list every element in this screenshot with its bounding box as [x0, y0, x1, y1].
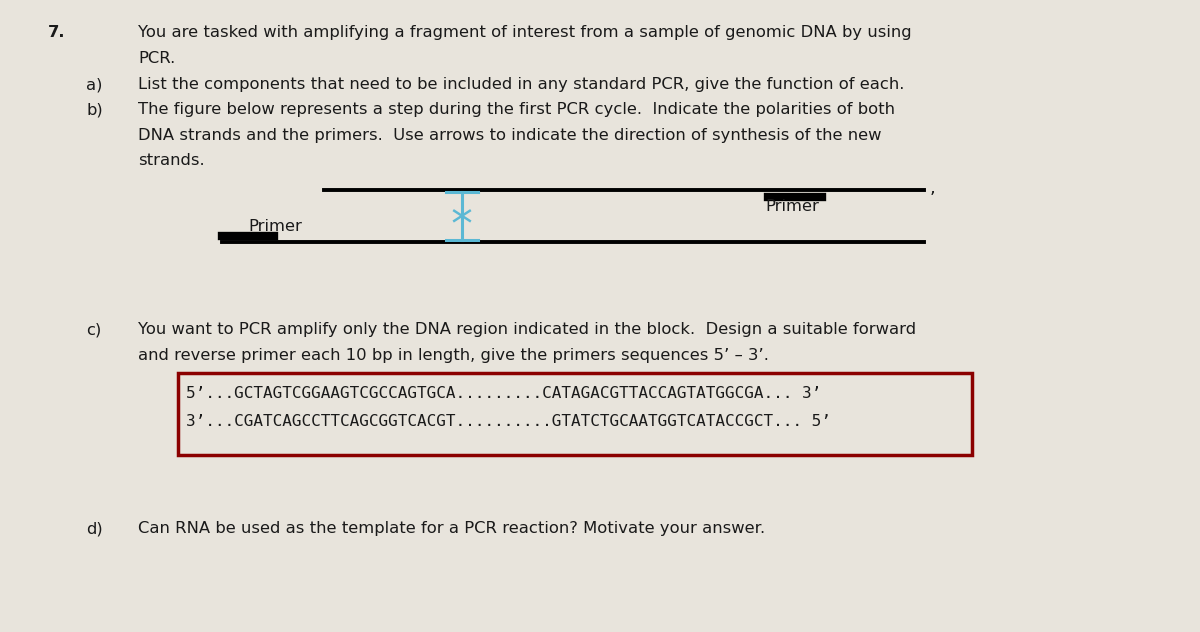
Text: Primer: Primer	[766, 199, 818, 214]
Text: strands.: strands.	[138, 153, 205, 168]
Text: 5’...GCTAGTCGGAAGTCGCCAGTGCA.........CATAGACGTTACCAGTATGGCGA... 3’: 5’...GCTAGTCGGAAGTCGCCAGTGCA.........CAT…	[186, 386, 821, 401]
Bar	[178, 373, 972, 455]
Text: You are tasked with amplifying a fragment of interest from a sample of genomic D: You are tasked with amplifying a fragmen…	[138, 25, 912, 40]
Text: You want to PCR amplify only the DNA region indicated in the block.  Design a su: You want to PCR amplify only the DNA reg…	[138, 322, 916, 337]
Text: Can RNA be used as the template for a PCR reaction? Motivate your answer.: Can RNA be used as the template for a PC…	[138, 521, 766, 537]
Text: and reverse primer each 10 bp in length, give the primers sequences 5’ – 3’.: and reverse primer each 10 bp in length,…	[138, 348, 769, 363]
Text: Primer: Primer	[248, 219, 302, 234]
Text: b): b)	[86, 102, 103, 118]
Text: ,: ,	[930, 179, 936, 197]
Text: DNA strands and the primers.  Use arrows to indicate the direction of synthesis : DNA strands and the primers. Use arrows …	[138, 128, 882, 143]
Text: 7.: 7.	[48, 25, 66, 40]
Text: c): c)	[86, 322, 102, 337]
Text: a): a)	[86, 77, 103, 92]
Text: d): d)	[86, 521, 103, 537]
Text: The figure below represents a step during the first PCR cycle.  Indicate the pol: The figure below represents a step durin…	[138, 102, 895, 118]
Text: 3’...CGATCAGCCTTCAGCGGTCACGT..........GTATCTGCAATGGTCATACCGCT... 5’: 3’...CGATCAGCCTTCAGCGGTCACGT..........GT…	[186, 414, 830, 429]
Text: PCR.: PCR.	[138, 51, 175, 66]
Text: List the components that need to be included in any standard PCR, give the funct: List the components that need to be incl…	[138, 77, 905, 92]
